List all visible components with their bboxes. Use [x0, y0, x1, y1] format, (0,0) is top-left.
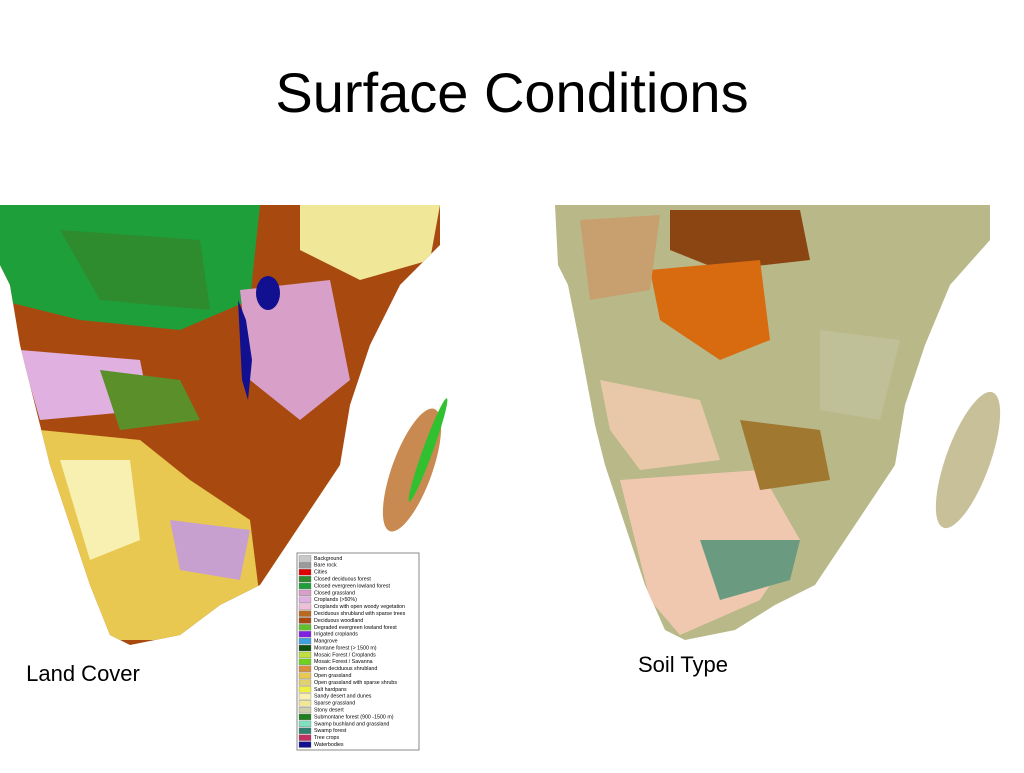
legend-swatch	[298, 624, 312, 631]
legend-swatch	[298, 610, 312, 617]
legend-label: Montane forest (> 1500 m)	[314, 645, 377, 651]
legend-label: Croplands (>50%)	[314, 597, 357, 603]
slide-title: Surface Conditions	[275, 61, 748, 124]
legend-swatch	[298, 589, 312, 597]
legend-label: Closed grassland	[314, 590, 355, 596]
legend-label: Closed deciduous forest	[314, 577, 371, 583]
legend-swatch	[298, 644, 312, 652]
legend-swatch	[298, 631, 312, 638]
legend-label: Mosaic Forest / Savanna	[314, 659, 373, 665]
legend-swatch	[298, 720, 312, 727]
legend-label: Croplands with open woody vegetation	[314, 604, 405, 610]
legend-swatch	[298, 713, 312, 721]
legend-label: Deciduous shrubland with sparse trees	[314, 611, 406, 617]
legend-label: Mosaic Forest / Croplands	[314, 652, 376, 658]
legend-swatch	[298, 576, 312, 583]
legend-swatch	[298, 603, 312, 610]
map-caption: Land Cover	[26, 661, 140, 686]
legend-swatch	[298, 596, 312, 603]
legend-swatch	[298, 582, 312, 590]
legend-swatch	[298, 727, 312, 734]
legend-label: Closed evergreen lowland forest	[314, 583, 390, 589]
legend-label: Mangrove	[314, 639, 338, 645]
legend-label: Salt hardpans	[314, 687, 347, 693]
legend-box	[296, 552, 420, 751]
legend-swatch	[298, 741, 312, 748]
legend-swatch	[298, 638, 312, 645]
legend-swatch	[298, 679, 312, 686]
legend-label: Open deciduous shrubland	[314, 666, 377, 672]
legend-label: Swamp bushland and grassland	[314, 721, 389, 727]
legend-label: Swamp forest	[314, 728, 347, 734]
legend-label: Irrigated croplands	[314, 632, 358, 638]
legend-label: Deciduous woodland	[314, 618, 363, 624]
legend-swatch	[298, 555, 312, 562]
legend-label: Background	[314, 556, 342, 562]
legend-label: Stony desert	[314, 707, 344, 713]
legend-swatch	[298, 700, 312, 707]
legend-label: Open grassland with sparse shrubs	[314, 680, 397, 686]
legend-swatch	[298, 686, 312, 693]
legend-swatch	[298, 665, 312, 672]
legend-swatch	[298, 651, 312, 659]
legend-label: Sparse grassland	[314, 701, 355, 707]
legend-swatch	[298, 569, 312, 576]
madagascar	[382, 408, 442, 532]
legend-swatch	[298, 706, 312, 714]
legend-label: Tree crops	[314, 735, 339, 741]
legend-label: Cities	[314, 570, 328, 576]
legend-label: Degraded evergreen lowland forest	[314, 625, 397, 631]
legend-swatch	[298, 617, 312, 624]
legend-label: Sandy desert and dunes	[314, 694, 372, 700]
legend-label: Waterbodies	[314, 742, 344, 748]
legend-label: Submontane forest (900 -1500 m)	[314, 714, 394, 720]
madagascar-soil	[935, 391, 1001, 529]
legend-swatch	[298, 658, 312, 665]
madagascar-forest	[408, 398, 448, 502]
legend-label: Open grassland	[314, 673, 351, 679]
soil-type-map	[555, 205, 990, 640]
map-caption: Soil Type	[638, 652, 728, 677]
legend-swatch	[298, 672, 312, 679]
legend-swatch	[298, 734, 312, 741]
legend-label: Bare rock	[314, 563, 337, 569]
legend-swatch	[298, 693, 312, 700]
legend-swatch	[298, 562, 312, 569]
